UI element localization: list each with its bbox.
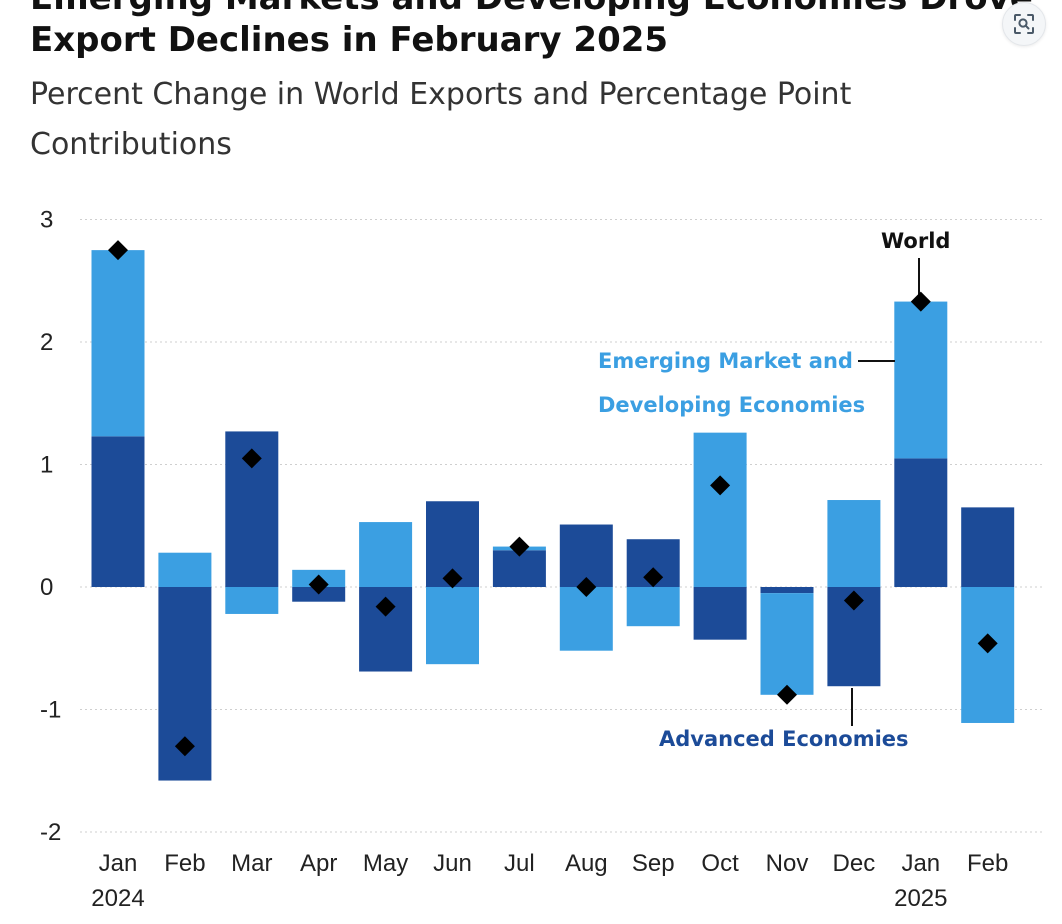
y-tick-label: 0 [40, 574, 53, 601]
y-tick-label: -2 [40, 819, 61, 846]
annotation-leaders [851, 258, 920, 726]
world-marker [241, 448, 262, 469]
bar-emerging [426, 587, 479, 665]
bar-emerging [894, 301, 948, 459]
x-tick-label: Jan [901, 850, 940, 877]
bar-emerging [693, 432, 747, 587]
annotations: World Emerging Market and Developing Eco… [598, 229, 950, 751]
bar-emerging [760, 593, 814, 695]
visual-search-icon [1014, 14, 1034, 34]
x-year-label: 2024 [91, 885, 144, 912]
x-tick-label: Jan [99, 850, 138, 877]
y-tick-label: -1 [40, 697, 61, 724]
bar-emerging [225, 587, 279, 614]
chart-title: Export Declines in February 2025 [30, 20, 669, 60]
world-marker [108, 240, 128, 261]
bar-emerging [359, 522, 413, 587]
y-tick-label: 1 [40, 452, 53, 479]
world-marker [643, 567, 664, 588]
annotation-emerging-line1: Emerging Market and [598, 349, 853, 373]
x-tick-label: Jun [433, 850, 472, 877]
bar-emerging [91, 250, 145, 437]
x-tick-label: Nov [766, 850, 809, 877]
annotation-advanced: Advanced Economies [659, 727, 909, 751]
x-tick-label: May [363, 850, 408, 877]
x-year-label: 2025 [894, 885, 947, 912]
world-marker [910, 291, 931, 312]
world-marker [308, 574, 329, 595]
x-tick-label: Apr [300, 850, 337, 877]
x-tick-label: Feb [967, 850, 1008, 877]
world-marker [710, 475, 731, 496]
annotation-emerging-line2: Developing Economies [598, 393, 865, 417]
bar-advanced [760, 587, 814, 594]
x-tick-label: Dec [833, 850, 876, 877]
y-tick-label: 2 [40, 329, 53, 356]
visual-search-button[interactable] [1002, 2, 1046, 46]
y-tick-label: 3 [40, 207, 53, 234]
bar-advanced [693, 587, 747, 640]
annotation-world: World [881, 229, 950, 253]
x-tick-label: Mar [231, 850, 272, 877]
bar-emerging [626, 587, 680, 627]
bar-emerging [158, 552, 212, 587]
world-marker [843, 590, 864, 611]
bars [91, 250, 1015, 781]
x-tick-label: Feb [164, 850, 205, 877]
bar-emerging [827, 500, 881, 587]
axis-labels: 3 2 1 0 -1 -2 Jan Feb Mar Apr May Jun Jul Aug Sep Oct No… [40, 207, 1008, 913]
x-tick-label: Sep [632, 850, 675, 877]
bar-emerging [559, 587, 613, 651]
world-markers [108, 240, 998, 757]
world-marker [977, 633, 998, 654]
bar-emerging [961, 587, 1015, 723]
world-marker [375, 596, 396, 617]
chart-subtitle: Percent Change in World Exports and Perc… [30, 77, 852, 162]
x-tick-label: Jul [504, 850, 535, 877]
bar-advanced [894, 458, 948, 587]
x-tick-label: Aug [565, 850, 608, 877]
world-marker [509, 536, 530, 557]
bar-advanced [91, 436, 145, 587]
bar-advanced [559, 524, 613, 587]
x-tick-label: Oct [701, 850, 739, 877]
world-marker [442, 568, 463, 589]
chart-title-partial: Emerging Markets and Developing Economie… [30, 0, 1033, 18]
world-marker [777, 684, 797, 705]
bar-advanced [961, 507, 1015, 587]
world-marker [576, 577, 597, 597]
world-marker [174, 736, 195, 757]
